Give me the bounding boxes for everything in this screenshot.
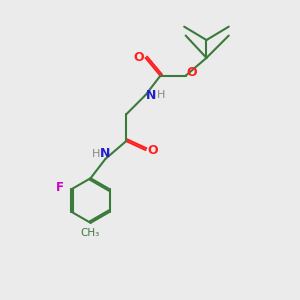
Text: N: N bbox=[146, 88, 156, 101]
Text: O: O bbox=[186, 66, 197, 79]
Text: O: O bbox=[148, 143, 158, 157]
Text: F: F bbox=[56, 182, 64, 194]
Text: N: N bbox=[100, 147, 111, 160]
Text: O: O bbox=[134, 51, 144, 64]
Text: CH₃: CH₃ bbox=[80, 228, 100, 238]
Text: H: H bbox=[157, 90, 165, 100]
Text: H: H bbox=[92, 148, 101, 159]
